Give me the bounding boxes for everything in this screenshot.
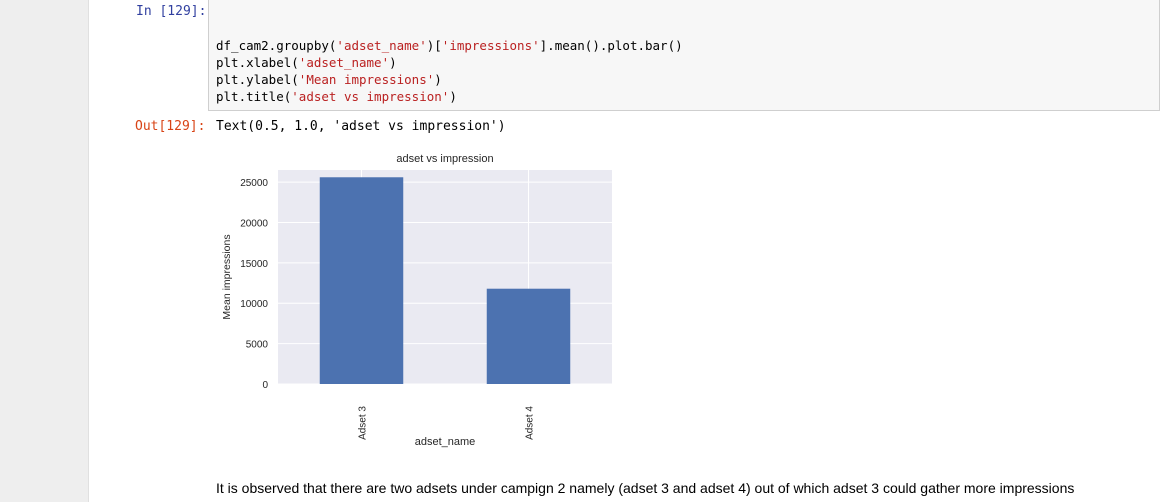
left-gutter	[0, 0, 88, 502]
code-token: plt.xlabel(	[216, 55, 299, 70]
y-tick-label: 15000	[240, 259, 268, 270]
code-token: df_cam2.groupby(	[216, 38, 337, 53]
code-token: )	[389, 55, 397, 70]
output-prompt: Out[129]:	[135, 119, 206, 134]
code-line: plt.title('adset vs impression')	[216, 89, 457, 104]
y-tick-label: 5000	[246, 340, 269, 351]
code-string: 'adset_name'	[298, 55, 390, 70]
y-axis-label: Mean impressions	[221, 234, 233, 319]
code-string: 'Mean impressions'	[298, 72, 435, 87]
code-string: 'impressions'	[441, 38, 540, 53]
code-line: plt.ylabel('Mean impressions')	[216, 72, 442, 87]
input-prompt: In [129]:	[136, 4, 207, 19]
code-token: plt.title(	[216, 89, 292, 104]
code-string: 'adset_name'	[336, 38, 427, 53]
code-token: )	[449, 89, 457, 104]
code-string: 'adset vs impression'	[291, 89, 450, 104]
bar	[486, 288, 571, 384]
code-line: df_cam2.groupby('adset_name')['impressio…	[216, 38, 683, 53]
code-token: )[	[426, 38, 442, 53]
markdown-text: It is observed that there are two adsets…	[216, 480, 1075, 496]
x-tick-label: Adset 3	[358, 406, 369, 440]
y-tick-label: 25000	[240, 178, 268, 189]
code-token: ].mean().plot.bar()	[539, 38, 683, 53]
chart-title: adset vs impression	[396, 153, 493, 165]
output-text: Text(0.5, 1.0, 'adset vs impression')	[216, 119, 506, 134]
x-axis-label: adset_name	[415, 436, 476, 448]
code-cell-input[interactable]	[208, 0, 1160, 111]
x-tick-label: Adset 4	[525, 406, 536, 440]
code-line: plt.xlabel('adset_name')	[216, 55, 397, 70]
y-tick-label: 20000	[240, 218, 268, 229]
code-token: )	[434, 72, 442, 87]
bar	[319, 177, 404, 384]
code-token: plt.ylabel(	[216, 72, 299, 87]
y-tick-label: 10000	[240, 299, 268, 310]
y-tick-label: 0	[262, 380, 268, 391]
